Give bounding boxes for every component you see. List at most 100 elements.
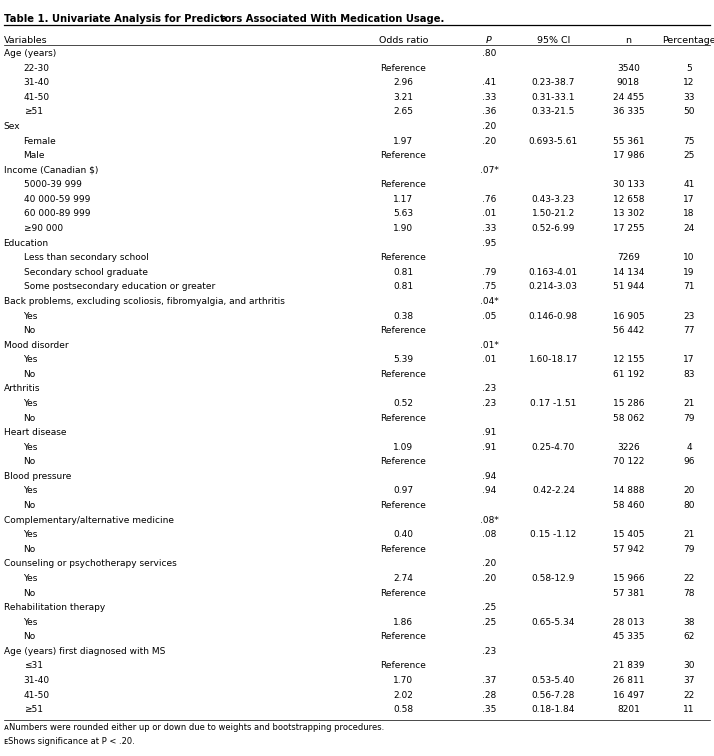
Text: ᴇShows significance at P < .20.: ᴇShows significance at P < .20. <box>4 737 134 746</box>
Text: 1.50-21.2: 1.50-21.2 <box>532 209 575 218</box>
Text: .01: .01 <box>482 355 496 364</box>
Text: .76: .76 <box>482 195 496 204</box>
Text: n: n <box>625 36 631 45</box>
Text: 21: 21 <box>683 399 695 408</box>
Text: No: No <box>24 414 36 423</box>
Text: No: No <box>24 632 36 641</box>
Text: 0.52-6.99: 0.52-6.99 <box>532 224 575 233</box>
Text: .08: .08 <box>482 530 496 539</box>
Text: Male: Male <box>24 151 45 160</box>
Text: 3.21: 3.21 <box>393 93 413 102</box>
Text: 31-40: 31-40 <box>24 676 50 685</box>
Text: 2.02: 2.02 <box>393 690 413 699</box>
Text: 57 942: 57 942 <box>613 545 644 554</box>
Text: 0.52: 0.52 <box>393 399 413 408</box>
Text: 61 192: 61 192 <box>613 370 644 379</box>
Text: Reference: Reference <box>381 501 426 510</box>
Text: Yes: Yes <box>24 530 38 539</box>
Text: Arthritis: Arthritis <box>4 384 40 393</box>
Text: 21: 21 <box>683 530 695 539</box>
Text: 0.56-7.28: 0.56-7.28 <box>532 690 575 699</box>
Text: .36: .36 <box>482 107 496 116</box>
Text: 5.39: 5.39 <box>393 355 413 364</box>
Text: Rehabilitation therapy: Rehabilitation therapy <box>4 603 105 612</box>
Text: 40 000-59 999: 40 000-59 999 <box>24 195 90 204</box>
Text: .33: .33 <box>482 93 496 102</box>
Text: Back problems, excluding scoliosis, fibromyalgia, and arthritis: Back problems, excluding scoliosis, fibr… <box>4 297 284 306</box>
Text: 36 335: 36 335 <box>613 107 644 116</box>
Text: 38: 38 <box>683 618 695 627</box>
Text: 24: 24 <box>683 224 695 233</box>
Text: .07*: .07* <box>480 166 498 175</box>
Text: 0.18-1.84: 0.18-1.84 <box>532 705 575 714</box>
Text: Some postsecondary education or greater: Some postsecondary education or greater <box>24 283 215 291</box>
Text: 0.214-3.03: 0.214-3.03 <box>529 283 578 291</box>
Text: .23: .23 <box>482 384 496 393</box>
Text: 28 013: 28 013 <box>613 618 644 627</box>
Text: 70 122: 70 122 <box>613 457 644 466</box>
Text: .25: .25 <box>482 603 496 612</box>
Text: 0.17 -1.51: 0.17 -1.51 <box>531 399 576 408</box>
Text: 0.25-4.70: 0.25-4.70 <box>532 443 575 452</box>
Text: 0.40: 0.40 <box>393 530 413 539</box>
Text: 1.90: 1.90 <box>393 224 413 233</box>
Text: 17: 17 <box>683 195 695 204</box>
Text: Education: Education <box>4 239 49 248</box>
Text: 5: 5 <box>686 64 692 73</box>
Text: 0.58-12.9: 0.58-12.9 <box>532 574 575 583</box>
Text: Percentage: Percentage <box>662 36 714 45</box>
Text: No: No <box>24 545 36 554</box>
Text: 0.58: 0.58 <box>393 705 413 714</box>
Text: Yes: Yes <box>24 486 38 495</box>
Text: .95: .95 <box>482 239 496 248</box>
Text: 7269: 7269 <box>617 253 640 262</box>
Text: .08*: .08* <box>480 516 498 525</box>
Text: 5.63: 5.63 <box>393 209 413 218</box>
Text: 83: 83 <box>683 370 695 379</box>
Text: Reference: Reference <box>381 64 426 73</box>
Text: 11: 11 <box>683 705 695 714</box>
Text: Reference: Reference <box>381 253 426 262</box>
Text: 0.42-2.24: 0.42-2.24 <box>532 486 575 495</box>
Text: 14 888: 14 888 <box>613 486 644 495</box>
Text: No: No <box>24 501 36 510</box>
Text: Table 1. Univariate Analysis for Predictors Associated With Medication Usage.: Table 1. Univariate Analysis for Predict… <box>4 14 444 23</box>
Text: 62: 62 <box>683 632 695 641</box>
Text: .25: .25 <box>482 618 496 627</box>
Text: .37: .37 <box>482 676 496 685</box>
Text: No: No <box>24 370 36 379</box>
Text: 0.38: 0.38 <box>393 311 413 321</box>
Text: 30 133: 30 133 <box>613 181 644 189</box>
Text: Yes: Yes <box>24 355 38 364</box>
Text: .05: .05 <box>482 311 496 321</box>
Text: Sex: Sex <box>4 122 20 131</box>
Text: 2.96: 2.96 <box>393 79 413 87</box>
Text: 15 966: 15 966 <box>613 574 644 583</box>
Text: .20: .20 <box>482 574 496 583</box>
Text: Yes: Yes <box>24 618 38 627</box>
Text: Age (years) first diagnosed with MS: Age (years) first diagnosed with MS <box>4 647 165 655</box>
Text: 5000-39 999: 5000-39 999 <box>24 181 81 189</box>
Text: 14 134: 14 134 <box>613 268 644 277</box>
Text: .33: .33 <box>482 224 496 233</box>
Text: Reference: Reference <box>381 370 426 379</box>
Text: 12 155: 12 155 <box>613 355 644 364</box>
Text: Income (Canadian $): Income (Canadian $) <box>4 166 98 175</box>
Text: 60 000-89 999: 60 000-89 999 <box>24 209 90 218</box>
Text: 15 405: 15 405 <box>613 530 644 539</box>
Text: 45 335: 45 335 <box>613 632 644 641</box>
Text: 26 811: 26 811 <box>613 676 644 685</box>
Text: Yes: Yes <box>24 311 38 321</box>
Text: 0.81: 0.81 <box>393 283 413 291</box>
Text: 2.65: 2.65 <box>393 107 413 116</box>
Text: 16 905: 16 905 <box>613 311 644 321</box>
Text: .01*: .01* <box>480 341 498 350</box>
Text: 57 381: 57 381 <box>613 588 644 597</box>
Text: Variables: Variables <box>4 36 47 45</box>
Text: 13 302: 13 302 <box>613 209 644 218</box>
Text: .94: .94 <box>482 472 496 481</box>
Text: 0.31-33.1: 0.31-33.1 <box>532 93 575 102</box>
Text: Heart disease: Heart disease <box>4 428 66 437</box>
Text: .04*: .04* <box>480 297 498 306</box>
Text: Yes: Yes <box>24 574 38 583</box>
